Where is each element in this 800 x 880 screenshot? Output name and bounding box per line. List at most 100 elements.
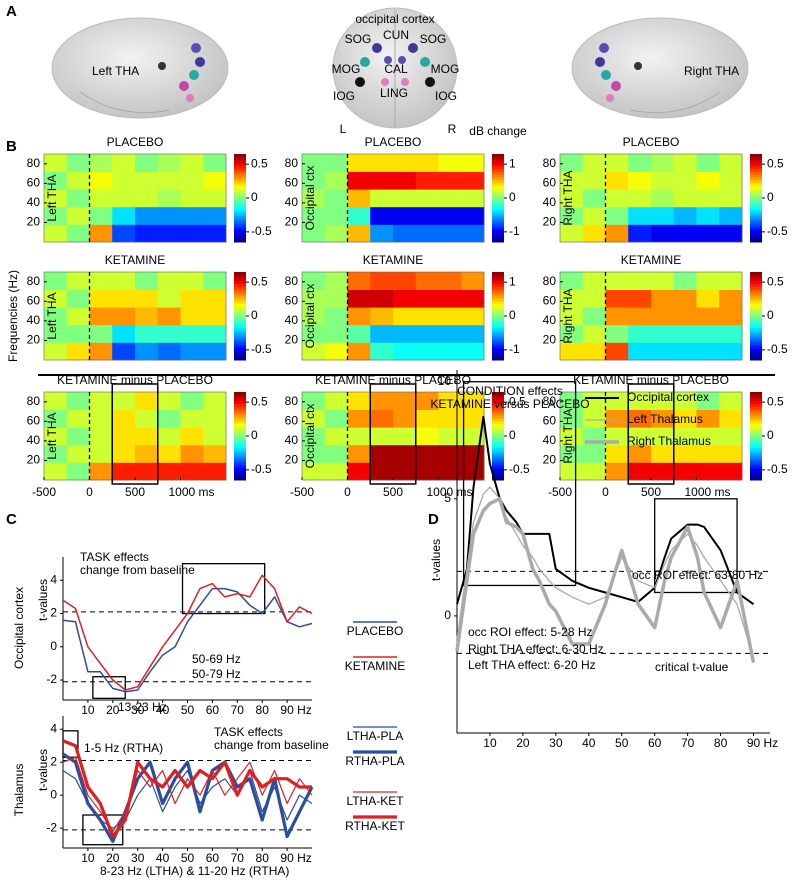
colorbar xyxy=(234,280,246,285)
heatmap-cell xyxy=(461,427,485,446)
colorbar xyxy=(492,403,504,408)
colorbar xyxy=(234,438,246,443)
heatmap-cell xyxy=(157,154,181,172)
effect-box xyxy=(654,498,738,594)
heatmap-cell xyxy=(180,206,204,225)
heatmap-cell xyxy=(651,272,675,290)
colorbar xyxy=(750,212,762,217)
colorbar xyxy=(750,206,762,211)
colorbar xyxy=(234,339,246,343)
x-tick-label: 40 xyxy=(156,703,170,717)
colorbar xyxy=(492,233,504,237)
colorbar xyxy=(492,183,504,187)
colorbar-tick-label: 0.5 xyxy=(767,394,784,408)
colorbar xyxy=(492,324,504,329)
x-tick-label: 50 xyxy=(181,851,195,865)
heatmap-cell xyxy=(696,272,720,290)
colorbar xyxy=(750,215,762,220)
colorbar xyxy=(750,351,762,355)
heatmap-cell xyxy=(324,289,348,308)
heatmap-cell xyxy=(203,272,227,290)
heatmap-cell xyxy=(560,324,584,343)
heatmap-cell xyxy=(302,342,326,361)
heatmap-cell xyxy=(438,289,462,308)
heatmap-cell xyxy=(347,154,371,172)
x-tick-label: 500 xyxy=(125,485,145,499)
colorbar xyxy=(492,310,504,314)
colorbar xyxy=(492,345,504,349)
region-label: MOG xyxy=(332,62,361,76)
y-tick-label: 80 xyxy=(285,274,299,288)
colorbar-tick-label: 0 xyxy=(509,190,516,204)
heatmap-cell xyxy=(605,206,629,225)
heatmap-cell xyxy=(673,171,697,190)
heatmap-cell xyxy=(393,289,417,308)
heatmap-cell xyxy=(44,462,68,481)
x-tick-label: 30 xyxy=(549,736,563,750)
colorbar xyxy=(492,162,504,167)
heatmap-cell xyxy=(393,307,417,326)
x-tick-label: 0 xyxy=(344,485,351,499)
colorbar xyxy=(492,298,504,302)
colorbar xyxy=(492,221,504,225)
heatmap-cell xyxy=(180,289,204,308)
brain-fold xyxy=(79,91,171,114)
heatmap-cell xyxy=(112,409,136,428)
brain-images xyxy=(51,7,749,129)
colorbar xyxy=(492,409,504,414)
y-tick-label: 2 xyxy=(50,606,57,620)
heatmap-cell xyxy=(89,189,113,208)
heatmap-cell xyxy=(461,224,485,243)
colorbar xyxy=(750,277,762,282)
heatmap-cell xyxy=(719,324,743,343)
heatmap-cell xyxy=(302,427,326,446)
heatmap-cell xyxy=(370,206,394,225)
colorbar xyxy=(492,397,504,402)
y-tick-label: 5 xyxy=(444,491,451,505)
x-tick-label: 80 xyxy=(714,736,728,750)
heatmap-cell xyxy=(696,289,720,308)
chart-title: KETAMINE xyxy=(105,253,165,267)
heatmap-cell xyxy=(324,307,348,326)
colorbar xyxy=(750,462,762,466)
heatmap-cell xyxy=(415,189,439,208)
y-tick-label: 40 xyxy=(27,433,41,447)
colorbar xyxy=(234,156,246,161)
colorbar xyxy=(234,289,246,294)
x-tick-label: 50 xyxy=(615,736,629,750)
colorbar xyxy=(234,162,246,167)
heatmap-cell xyxy=(582,409,606,428)
heatmap-cell xyxy=(438,206,462,225)
heatmap-cell xyxy=(135,307,159,326)
colorbar-tick-label: 0.5 xyxy=(251,156,268,170)
colorbar xyxy=(234,333,246,338)
y-tick-label: 60 xyxy=(285,176,299,190)
colorbar xyxy=(750,453,762,458)
y-tick-label: 20 xyxy=(285,453,299,467)
colorbar xyxy=(750,415,762,419)
heatmap-cell xyxy=(89,224,113,243)
colorbar xyxy=(234,447,246,452)
colorbar xyxy=(750,221,762,225)
heatmap-cell xyxy=(438,307,462,326)
heatmap-cell xyxy=(135,189,159,208)
heatmap-cell xyxy=(560,392,584,410)
x-tick-label: 20 xyxy=(106,851,120,865)
colorbar xyxy=(750,316,762,320)
heatmap-cell xyxy=(44,427,68,446)
colorbar xyxy=(492,459,504,463)
colorbar xyxy=(492,453,504,458)
heatmap-cell xyxy=(582,171,606,190)
heatmap-cell xyxy=(651,189,675,208)
heatmap-cell xyxy=(89,272,113,290)
x-tick-label: 60 xyxy=(206,703,220,717)
effect-box xyxy=(181,563,266,615)
y-tick-label: 40 xyxy=(285,433,299,447)
colorbar xyxy=(234,357,246,361)
heatmap-cell xyxy=(180,342,204,361)
heatmap-cell xyxy=(324,206,348,225)
colorbar xyxy=(750,165,762,170)
heatmap-cell xyxy=(203,206,227,225)
annotation: change from baseline xyxy=(80,563,195,577)
